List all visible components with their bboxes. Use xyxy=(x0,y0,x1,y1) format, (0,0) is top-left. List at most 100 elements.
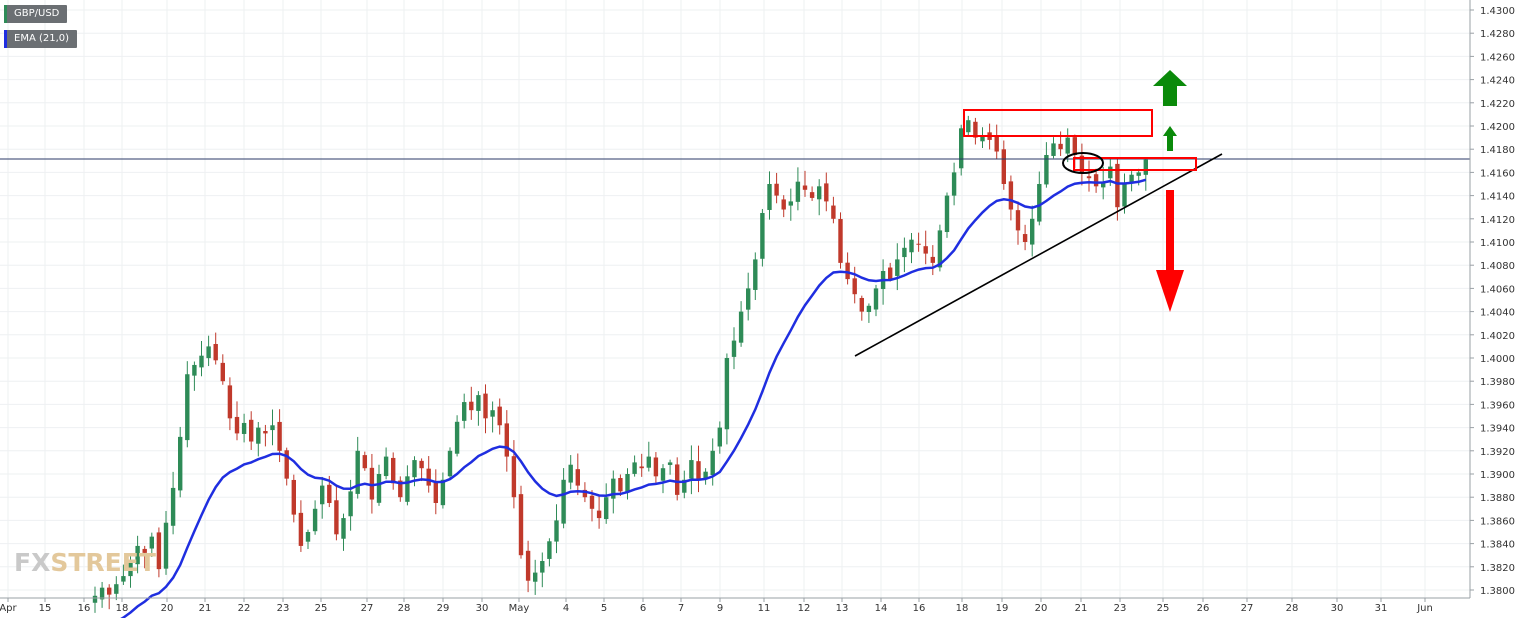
candle-body xyxy=(1022,234,1028,242)
candle-body xyxy=(327,484,332,503)
small-up-arrow xyxy=(1163,126,1177,151)
candle-body xyxy=(1001,149,1006,184)
candle-body xyxy=(135,545,140,565)
candle-body xyxy=(675,464,680,495)
candle-body xyxy=(391,457,396,484)
candle-body xyxy=(689,460,694,479)
x-tick-label: 15 xyxy=(39,603,52,614)
candle-body xyxy=(696,461,701,479)
candle-body xyxy=(99,587,105,600)
candle-body xyxy=(1136,172,1141,176)
candle-body xyxy=(944,195,950,233)
highlight-ellipse xyxy=(1062,152,1104,174)
x-tick-label: 20 xyxy=(1035,603,1048,614)
candle-body xyxy=(582,489,588,498)
y-tick-label: 1.4280 xyxy=(1480,29,1515,40)
candle-body xyxy=(838,218,843,263)
x-tick-label: 23 xyxy=(277,603,290,614)
candle-body xyxy=(1030,218,1035,245)
candle-body xyxy=(817,186,822,200)
candle-body xyxy=(426,468,431,486)
candle-body xyxy=(1058,143,1063,150)
candles-layer xyxy=(92,115,1148,613)
y-tick-label: 1.4200 xyxy=(1480,122,1515,133)
ema-swatch xyxy=(4,30,7,48)
y-tick-label: 1.3800 xyxy=(1480,586,1515,597)
candle-body xyxy=(596,510,602,519)
y-tick-label: 1.3860 xyxy=(1480,516,1515,527)
candle-body xyxy=(994,136,999,152)
x-tick-label: Apr xyxy=(0,603,18,614)
candle-body xyxy=(547,541,552,559)
candle-body xyxy=(525,550,531,581)
x-tick-label: 9 xyxy=(717,603,723,614)
big-up-arrow xyxy=(1153,70,1187,106)
candle-body xyxy=(376,474,382,503)
candle-body xyxy=(753,259,758,290)
candle-body xyxy=(270,425,275,431)
candle-body xyxy=(405,476,410,502)
symbol-legend[interactable]: GBP/USD xyxy=(4,5,68,23)
candle-body xyxy=(589,495,595,509)
candle-body xyxy=(114,584,119,594)
y-tick-label: 1.3960 xyxy=(1480,400,1515,411)
resistance-box-lower xyxy=(1073,157,1197,171)
y-tick-label: 1.4180 xyxy=(1480,145,1515,156)
x-tick-label: May xyxy=(509,603,530,614)
candle-body xyxy=(973,121,978,138)
candle-body xyxy=(156,532,162,570)
y-tick-label: 1.4300 xyxy=(1480,6,1515,17)
y-tick-label: 1.4220 xyxy=(1480,99,1515,110)
x-tick-label: 23 xyxy=(1114,603,1127,614)
candle-body xyxy=(348,491,353,517)
x-tick-label: 21 xyxy=(199,603,212,614)
watermark-street: STREET xyxy=(50,548,156,577)
candle-body xyxy=(369,467,375,500)
candle-body xyxy=(220,362,225,382)
symbol-label: GBP/USD xyxy=(14,8,60,19)
ema-label: EMA (21,0) xyxy=(14,33,70,44)
candle-body xyxy=(483,393,488,419)
candle-body xyxy=(107,587,112,595)
y-tick-label: 1.3900 xyxy=(1480,470,1515,481)
candle-body xyxy=(568,464,573,483)
candle-body xyxy=(653,457,659,477)
candle-body xyxy=(142,548,147,553)
y-tick-label: 1.3980 xyxy=(1480,377,1515,388)
candle-body xyxy=(92,595,98,603)
x-tick-label: 6 xyxy=(640,603,646,614)
candle-body xyxy=(234,416,240,434)
candle-body xyxy=(412,460,417,478)
x-tick-label: 18 xyxy=(116,603,129,614)
candle-body xyxy=(206,346,211,359)
candle-body xyxy=(845,262,850,280)
candle-body xyxy=(469,401,474,411)
candle-body xyxy=(682,479,687,493)
y-tick-label: 1.4060 xyxy=(1480,284,1515,295)
ema-legend[interactable]: EMA (21,0) xyxy=(4,30,78,48)
x-tick-label: 25 xyxy=(315,603,328,614)
candle-body xyxy=(462,402,467,421)
x-tick-label: 28 xyxy=(1286,603,1299,614)
candle-body xyxy=(731,340,737,357)
price-axis-panel xyxy=(1470,0,1536,618)
x-tick-label: 11 xyxy=(758,603,771,614)
candle-body xyxy=(398,480,403,498)
candle-body xyxy=(163,522,169,569)
x-tick-label: 27 xyxy=(361,603,374,614)
candle-body xyxy=(1108,166,1113,179)
y-tick-label: 1.4120 xyxy=(1480,215,1515,226)
x-tick-label: 5 xyxy=(601,603,607,614)
x-tick-label: Jun xyxy=(1416,603,1433,614)
candle-body xyxy=(1015,210,1021,231)
candle-body xyxy=(937,230,943,268)
candle-body xyxy=(760,213,765,259)
candle-body xyxy=(1093,174,1099,187)
candle-body xyxy=(1122,184,1127,207)
y-tick-label: 1.3820 xyxy=(1480,563,1515,574)
x-tick-label: 19 xyxy=(996,603,1009,614)
x-tick-label: 14 xyxy=(875,603,888,614)
candle-body xyxy=(256,427,261,444)
